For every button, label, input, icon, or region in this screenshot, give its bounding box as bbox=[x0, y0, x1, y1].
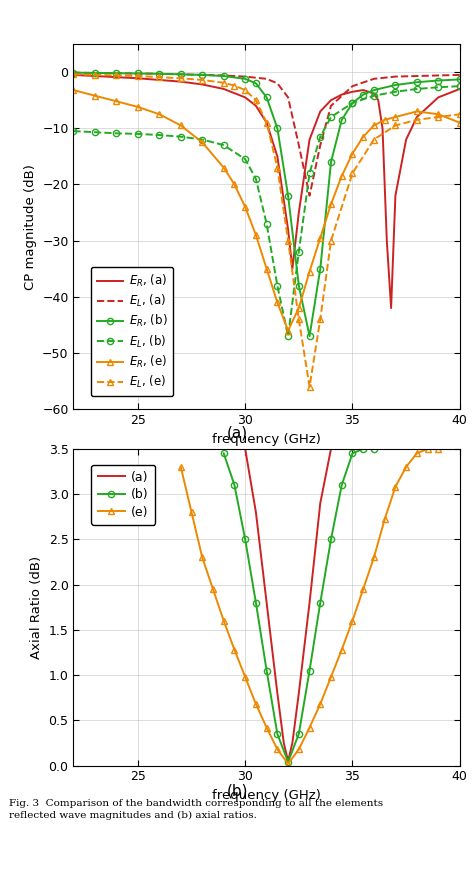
Text: (a): (a) bbox=[227, 426, 247, 441]
Y-axis label: CP magnitude (dB): CP magnitude (dB) bbox=[24, 164, 36, 290]
Legend: (a), (b), (e): (a), (b), (e) bbox=[91, 465, 155, 524]
Text: (b): (b) bbox=[226, 783, 248, 798]
Legend: $E_R$, (a), $E_L$, (a), $E_R$, (b), $E_L$, (b), $E_R$, (e), $E_L$, (e): $E_R$, (a), $E_L$, (a), $E_R$, (b), $E_L… bbox=[91, 267, 173, 396]
X-axis label: frequency (GHz): frequency (GHz) bbox=[212, 433, 321, 445]
Text: Fig. 3  Comparison of the bandwidth corresponding to all the elements
reflected : Fig. 3 Comparison of the bandwidth corre… bbox=[9, 799, 383, 820]
X-axis label: frequency (GHz): frequency (GHz) bbox=[212, 789, 321, 802]
Y-axis label: Axial Ratio (dB): Axial Ratio (dB) bbox=[30, 555, 43, 659]
